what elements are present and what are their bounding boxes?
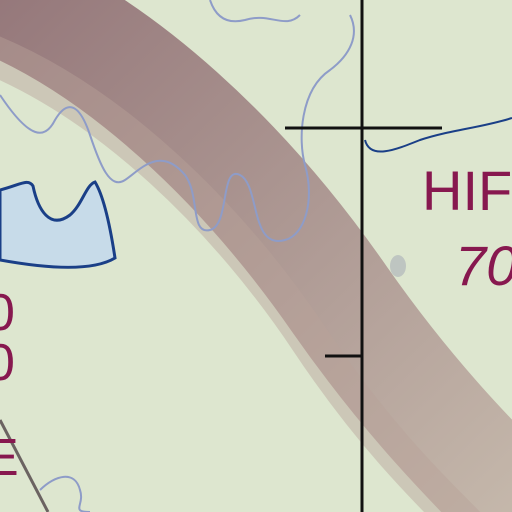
place-number-label: 70 (455, 234, 512, 297)
edge-label-fragment-2: 0 (0, 334, 15, 392)
stream-north (209, 0, 301, 23)
edge-label-fragment-3: E (0, 429, 19, 487)
stream-south (39, 475, 91, 512)
lake (0, 180, 117, 269)
stream (0, 14, 355, 243)
edge-label-fragment-1: 0 (0, 284, 15, 342)
river-east (364, 117, 512, 153)
shaded-area-band-edge (0, 36, 481, 512)
pond (390, 255, 406, 277)
place-name-label: HIF (422, 159, 512, 222)
road (0, 419, 50, 512)
